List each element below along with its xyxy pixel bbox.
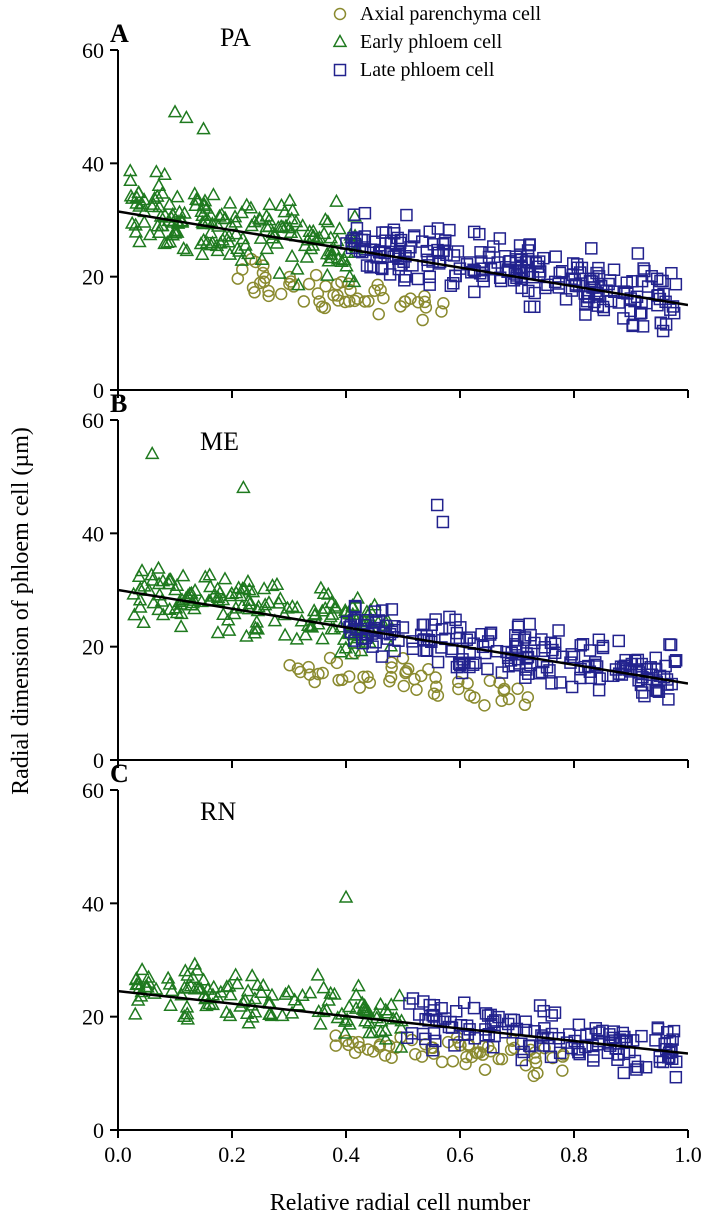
y-axis-label: Radial dimension of phloem cell (µm) <box>8 427 34 795</box>
points-group <box>118 448 688 711</box>
y-tick-label: 0 <box>93 378 104 403</box>
y-tick-label: 60 <box>82 778 104 803</box>
y-tick-label: 40 <box>82 151 104 176</box>
panel-B: B ME 0 20 40 60 <box>82 389 688 773</box>
legend-item-label: Early phloem cell <box>360 31 503 53</box>
x-tick-label: 0.6 <box>446 1142 474 1167</box>
panel-title: PA <box>220 23 251 52</box>
x-tick-label: 0.0 <box>104 1142 132 1167</box>
legend-item-label: Axial parenchyma cell <box>360 3 541 25</box>
x-tick-label: 1.0 <box>674 1142 702 1167</box>
panel-letter: C <box>110 759 129 788</box>
x-axis-label: Relative radial cell number <box>270 1190 531 1216</box>
x-tick-label: 0.4 <box>332 1142 360 1167</box>
trendline <box>118 212 688 306</box>
x-tick-label: 0.2 <box>218 1142 246 1167</box>
y-tick-label: 60 <box>82 38 104 63</box>
panel-C: C RN 0 20 40 60 0.0 0.2 0.4 0.6 0.8 1.0 <box>82 759 702 1167</box>
y-tick-label: 0 <box>93 748 104 773</box>
y-tick-label: 60 <box>82 408 104 433</box>
y-tick-label: 40 <box>82 891 104 916</box>
panel-letter: B <box>110 389 127 418</box>
panel-title: RN <box>200 797 236 826</box>
panel-title: ME <box>200 427 239 456</box>
points-group <box>118 891 688 1083</box>
figure-container: Radial dimension of phloem cell (µm) Rela… <box>0 0 708 1222</box>
y-tick-label: 20 <box>82 265 104 290</box>
points-group <box>118 106 688 337</box>
y-tick-label: 20 <box>82 635 104 660</box>
figure-svg: Radial dimension of phloem cell (µm) Rela… <box>0 0 708 1222</box>
x-tick-label: 0.8 <box>560 1142 588 1167</box>
legend-item-label: Late phloem cell <box>360 59 495 81</box>
panel-letter: A <box>110 19 129 48</box>
legend: Axial parenchyma cell Early phloem cell La… <box>334 3 541 81</box>
y-tick-label: 20 <box>82 1005 104 1030</box>
y-tick-label: 40 <box>82 521 104 546</box>
y-tick-label: 0 <box>93 1118 104 1143</box>
